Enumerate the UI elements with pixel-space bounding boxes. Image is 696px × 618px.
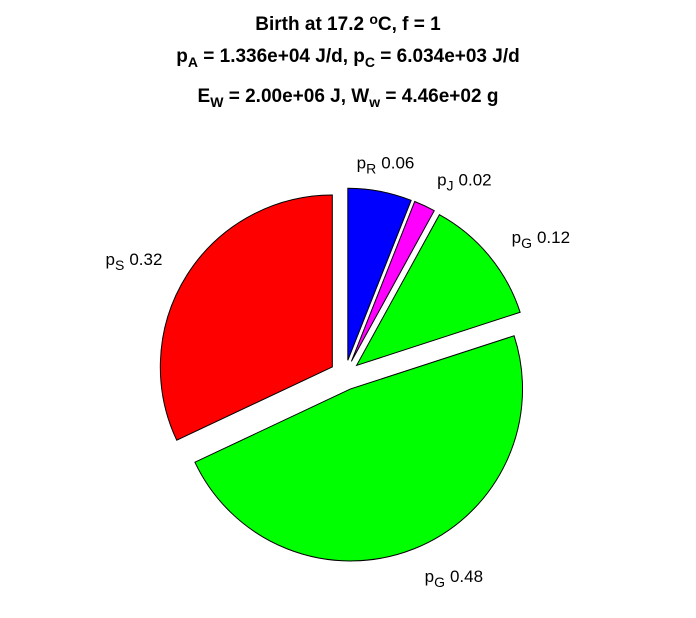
slice-name-sub: G [434, 574, 445, 590]
chart-title: pA = 1.336e+04 J/d, pC = 6.034e+03 J/d [176, 46, 519, 70]
title-text: = 2.00e+06 J, W [223, 86, 369, 107]
slice-label: pS 0.32 [106, 250, 163, 273]
title-text: = 1.336e+04 J/d, p [198, 46, 365, 67]
title-text: Birth at 17.2 [255, 14, 369, 35]
slice-value: 0.12 [537, 228, 570, 247]
title-text: E [198, 86, 211, 107]
slice-name: p [512, 228, 521, 247]
slice-value: 0.48 [450, 567, 483, 586]
slice-name-sub: S [115, 257, 124, 273]
slice-label: pG 0.48 [425, 567, 483, 590]
slice-label: pR 0.06 [357, 154, 415, 177]
pie-slice [350, 200, 435, 362]
chart-title: EW = 2.00e+06 J, Ww = 4.46e+02 g [198, 86, 499, 110]
slice-name-sub: R [366, 160, 376, 176]
title-script: W [210, 94, 224, 110]
pie-slice [347, 187, 412, 361]
slice-value: 0.06 [381, 154, 414, 173]
pie-slice [194, 335, 524, 562]
title-script: C [365, 54, 375, 70]
slice-value: 0.32 [129, 250, 162, 269]
title-script: w [368, 94, 380, 110]
title-script: o [369, 11, 378, 27]
slice-value: 0.02 [459, 170, 492, 189]
slice-name: p [437, 170, 446, 189]
title-text: = 4.46e+02 g [380, 86, 498, 107]
slice-label: pG 0.12 [512, 228, 570, 251]
slice-name: p [106, 250, 115, 269]
title-text: = 6.034e+03 J/d [375, 46, 520, 67]
slice-name-sub: G [521, 235, 532, 251]
slice-name: p [357, 154, 366, 173]
slice-label: pJ 0.02 [437, 170, 492, 193]
chart-title: Birth at 17.2 oC, f = 1 [255, 11, 441, 35]
title-script: A [188, 54, 198, 70]
slice-name: p [425, 567, 434, 586]
pie-slice [159, 194, 333, 441]
pie-slice [355, 214, 521, 367]
slice-name-sub: J [447, 177, 454, 193]
title-text: C, f = 1 [378, 14, 441, 35]
title-text: p [176, 46, 188, 67]
